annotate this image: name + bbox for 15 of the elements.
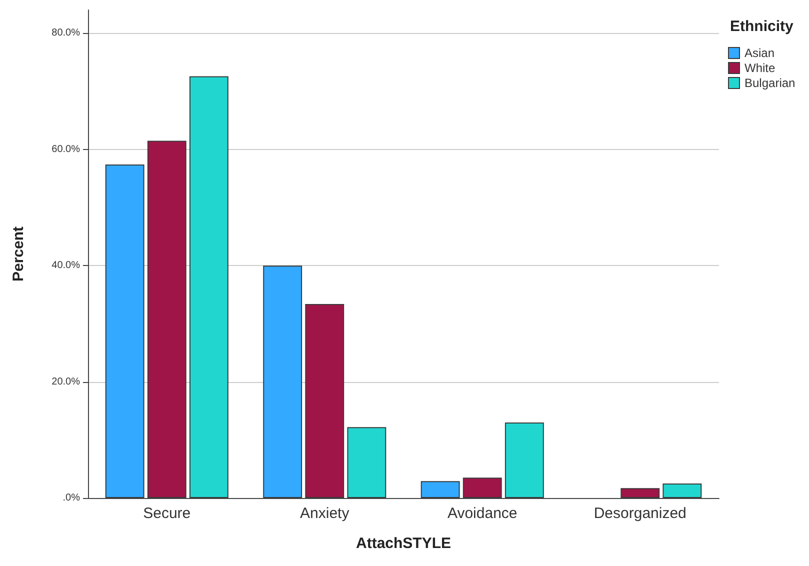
x-tick-label: Desorganized (594, 505, 686, 522)
y-tick-label: 40.0% (52, 260, 80, 272)
legend-title: Ethnicity (730, 18, 794, 35)
x-axis-title: AttachSTYLE (356, 535, 452, 552)
legend-label: Asian (744, 46, 775, 60)
y-tick-label: .0% (62, 492, 80, 504)
x-tick-label: Secure (143, 505, 191, 522)
y-tick-label: 20.0% (52, 376, 80, 388)
legend-label: White (744, 61, 776, 75)
x-tick-label: Anxiety (300, 505, 350, 522)
x-tick-label: Avoidance (447, 505, 518, 522)
y-tick-label: 60.0% (52, 144, 80, 155)
y-tick-label: 80.0% (52, 28, 80, 39)
y-axis-title: Percent (10, 226, 27, 282)
legend-label: Bulgarian (744, 76, 796, 90)
